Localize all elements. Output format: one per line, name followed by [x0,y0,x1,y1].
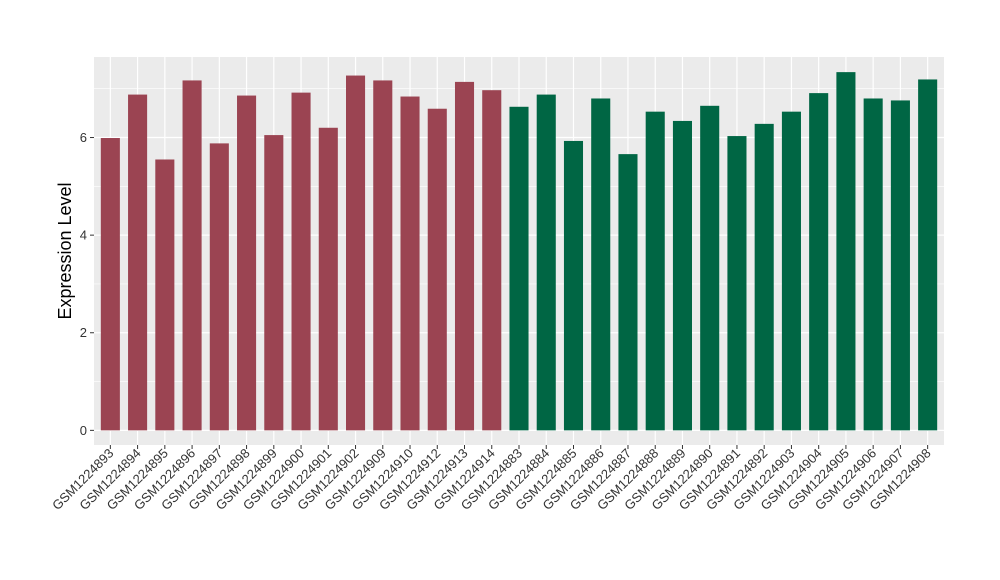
bar [264,135,284,431]
bar [291,92,311,431]
bar [346,75,366,431]
y-axis-title: Expression Level [55,182,75,319]
bar [727,136,747,431]
bar [890,100,910,431]
bar [454,81,475,431]
bar [700,105,720,431]
bar [645,111,665,431]
bar [918,79,938,431]
bar [863,98,883,431]
bar [155,159,175,431]
bar [618,154,638,431]
bar [482,90,502,431]
bar [427,108,447,431]
bar [128,94,148,431]
bar [781,111,801,431]
bar [100,138,120,431]
bar [754,123,774,431]
y-tick-label: 6 [80,130,87,145]
bar [182,80,202,431]
bar [209,143,229,431]
y-tick-label: 2 [80,325,87,340]
y-tick-label: 4 [80,228,87,243]
y-axis: 0 2 4 6 [80,130,94,438]
bar [318,127,338,431]
x-axis: GSM1224893GSM1224894GSM1224895GSM1224896… [49,445,934,513]
bar [809,93,829,431]
bar [836,72,856,431]
bar [563,140,584,431]
bars [100,72,938,431]
bar [373,80,393,431]
bar [400,96,420,431]
bar [591,98,611,431]
y-tick-label: 0 [80,423,87,438]
bar [237,95,257,431]
bar [509,106,529,431]
bar [536,94,556,431]
bar [672,120,692,431]
